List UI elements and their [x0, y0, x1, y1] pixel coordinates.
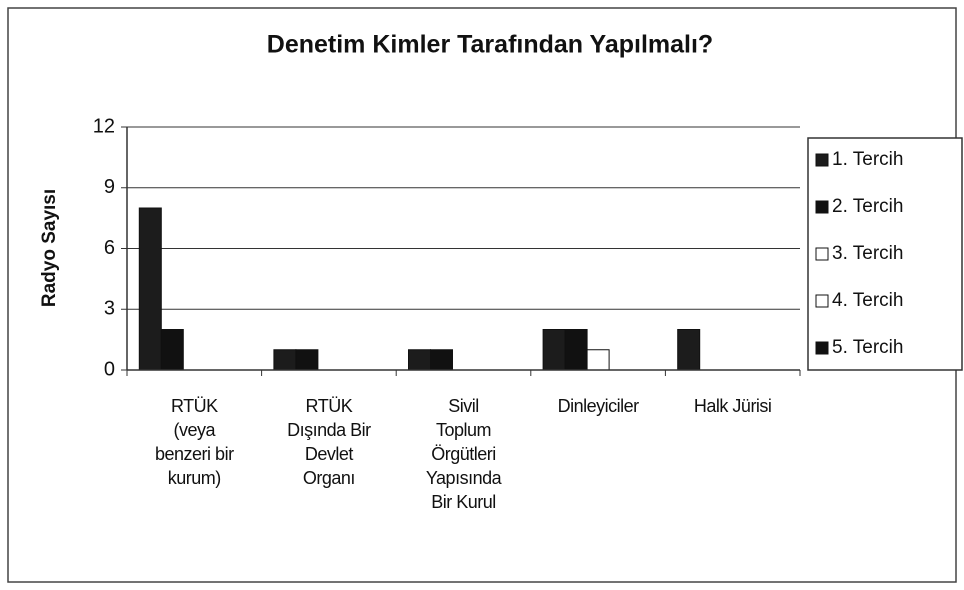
- x-tick-label: RTÜK Dışında Bir Devlet Organı: [287, 396, 371, 488]
- y-tick-label: 6: [104, 237, 115, 259]
- legend-swatch: [815, 200, 829, 214]
- legend-swatch: [815, 247, 829, 261]
- bar: [160, 329, 184, 371]
- x-tick-label: RTÜK (veya benzeri bir kurum): [155, 396, 234, 488]
- bar: [677, 329, 701, 371]
- bar: [564, 329, 588, 371]
- bar: [586, 349, 610, 371]
- bar: [273, 349, 297, 371]
- y-tick-label: 12: [93, 115, 115, 137]
- bar: [542, 329, 566, 371]
- bar: [430, 349, 453, 371]
- legend-label: 2. Tercih: [832, 196, 903, 217]
- y-axis-label: Radyo Sayısı: [39, 189, 60, 307]
- legend-swatch: [815, 294, 829, 308]
- chart-title: Denetim Kimler Tarafından Yapılmalı?: [267, 31, 713, 59]
- y-tick-label: 0: [104, 358, 115, 380]
- legend-swatch: [815, 341, 829, 355]
- bar: [295, 349, 319, 371]
- chart-frame: [7, 7, 957, 583]
- legend-label: 5. Tercih: [832, 337, 903, 358]
- x-tick-label: Dinleyiciler: [557, 396, 640, 416]
- y-tick-label: 3: [104, 298, 115, 320]
- legend-swatch: [815, 153, 829, 167]
- legend-label: 3. Tercih: [832, 243, 903, 264]
- x-tick-label: Sivil Toplum Örgütleri Yapısında Bir Kur…: [425, 396, 502, 512]
- legend-label: 4. Tercih: [832, 290, 903, 311]
- bar: [408, 349, 431, 371]
- y-tick-label: 9: [104, 176, 115, 198]
- bar: [138, 207, 162, 371]
- x-tick-label: Halk Jürisi: [693, 396, 772, 416]
- legend-box: [807, 137, 963, 371]
- legend-label: 1. Tercih: [832, 149, 903, 170]
